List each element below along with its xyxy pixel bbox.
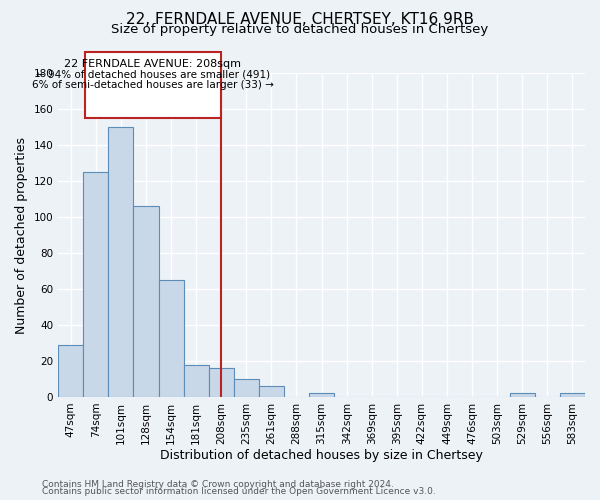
Text: Contains public sector information licensed under the Open Government Licence v3: Contains public sector information licen… [42,487,436,496]
Bar [259,386,284,397]
Bar [158,280,184,397]
Bar [109,127,133,397]
Text: 6% of semi-detached houses are larger (33) →: 6% of semi-detached houses are larger (3… [32,80,274,90]
Text: Size of property relative to detached houses in Chertsey: Size of property relative to detached ho… [112,22,488,36]
Bar [309,394,334,397]
Bar [133,206,158,397]
Bar [83,172,109,397]
Y-axis label: Number of detached properties: Number of detached properties [15,136,28,334]
Bar [234,379,259,397]
Text: ← 94% of detached houses are smaller (491): ← 94% of detached houses are smaller (49… [35,70,269,80]
Bar [560,394,585,397]
Bar [58,345,83,397]
Bar [184,364,209,397]
Bar [510,394,535,397]
Bar [209,368,234,397]
Text: 22, FERNDALE AVENUE, CHERTSEY, KT16 9RB: 22, FERNDALE AVENUE, CHERTSEY, KT16 9RB [126,12,474,28]
FancyBboxPatch shape [85,52,221,118]
Text: 22 FERNDALE AVENUE: 208sqm: 22 FERNDALE AVENUE: 208sqm [64,59,241,69]
X-axis label: Distribution of detached houses by size in Chertsey: Distribution of detached houses by size … [160,450,483,462]
Text: Contains HM Land Registry data © Crown copyright and database right 2024.: Contains HM Land Registry data © Crown c… [42,480,394,489]
